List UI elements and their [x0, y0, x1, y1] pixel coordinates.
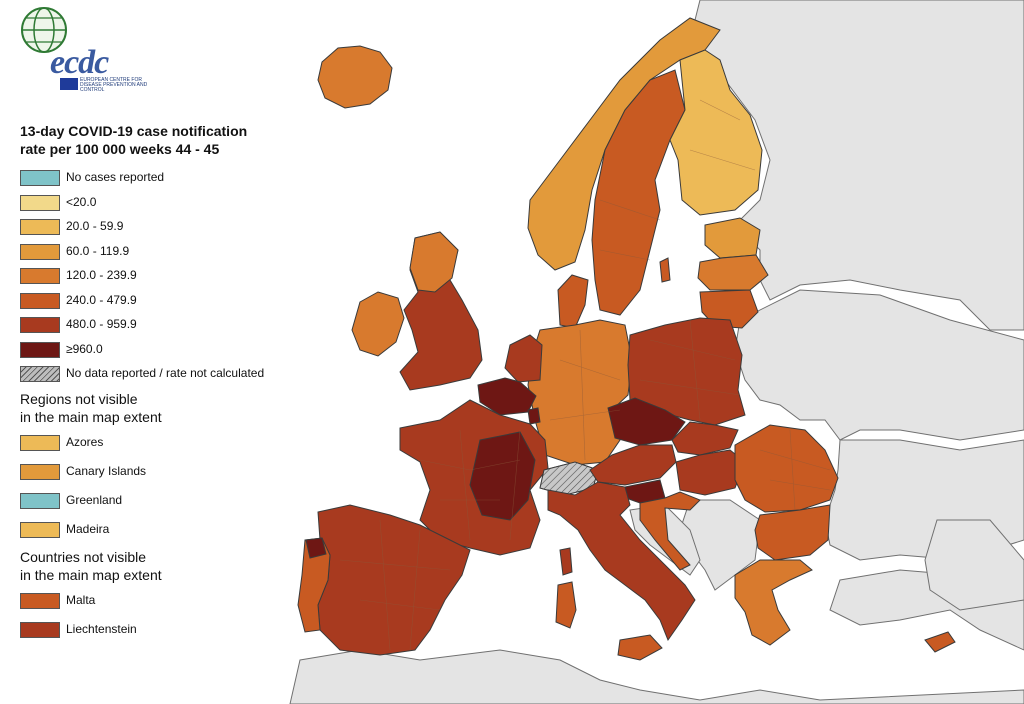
country-iceland[interactable] [317, 45, 393, 109]
italy-sicily [617, 634, 663, 661]
legend-label: Madeira [66, 521, 110, 536]
legend-swatch [20, 194, 60, 211]
classes-legend-item: No data reported / rate not calculated [20, 363, 320, 388]
country-cyprus[interactable] [924, 631, 956, 653]
legend-label: 20.0 - 59.9 [66, 219, 124, 233]
legend-label: 240.0 - 479.9 [66, 292, 137, 307]
country-greece[interactable] [734, 559, 813, 646]
country-ireland[interactable] [351, 291, 405, 357]
legend-swatch [20, 521, 60, 538]
country-uk-scotland[interactable] [409, 231, 459, 293]
eu-countries [297, 17, 956, 661]
legend-label: <20.0 [66, 194, 97, 209]
country-denmark[interactable] [557, 274, 589, 329]
country-luxembourg[interactable] [527, 407, 541, 425]
legend-label: ≥960.0 [66, 341, 103, 356]
legend-label: Liechtenstein [66, 621, 137, 636]
globe-icon [21, 7, 67, 53]
legend-label: Canary Islands [66, 463, 147, 478]
regions-heading: Regions not visible in the main map exte… [20, 390, 162, 425]
regions-legend-item: Azores [20, 432, 320, 461]
country-sweden[interactable] [591, 69, 686, 316]
country-italy[interactable] [547, 481, 696, 642]
legend-label: Malta [66, 592, 96, 607]
legend-swatch [20, 219, 60, 235]
legend-regions: Azores Canary Islands Greenland Madeira [20, 432, 320, 548]
country-croatia[interactable] [639, 491, 701, 571]
legend-swatch [20, 341, 60, 358]
country-finland[interactable] [669, 49, 763, 216]
legend-swatch [20, 317, 60, 333]
regions-legend-item: Madeira [20, 519, 320, 548]
country-latvia[interactable] [697, 254, 769, 291]
legend-swatch [20, 492, 60, 509]
legend-countries: Malta Liechtenstein [20, 590, 320, 648]
legend-label: Greenland [66, 492, 123, 507]
classes-legend-item: 120.0 - 239.9 [20, 265, 320, 290]
legend-label: 60.0 - 119.9 [66, 243, 130, 258]
legend-swatch [20, 268, 60, 284]
countries-legend-item: Liechtenstein [20, 619, 320, 648]
map-legend: 13-day COVID-19 case notification rate p… [20, 122, 320, 648]
legend-swatch [20, 621, 60, 638]
legend-label: No data reported / rate not calculated [66, 366, 265, 380]
logo-subtitle: EUROPEAN CENTRE FOR DISEASE PREVENTION A… [80, 77, 148, 93]
classes-legend-item: ≥960.0 [20, 339, 320, 364]
legend-label: 120.0 - 239.9 [66, 268, 137, 282]
country-netherlands[interactable] [504, 334, 543, 383]
legend-swatch [20, 292, 60, 309]
legend-swatch [20, 366, 60, 382]
france-corsica [559, 547, 573, 576]
legend-swatch [20, 463, 60, 480]
classes-legend-item: 20.0 - 59.9 [20, 216, 320, 241]
portugal-north-region [305, 537, 327, 559]
regions-legend-item: Canary Islands [20, 461, 320, 490]
ecdc-logo: ecdc EUROPEAN CENTRE FOR DISEASE PREVENT… [16, 4, 147, 96]
sweden-gotland [659, 257, 671, 283]
country-belgium[interactable] [477, 377, 537, 416]
legend-label: 480.0 - 959.9 [66, 317, 137, 331]
country-portugal[interactable] [297, 537, 331, 633]
legend-swatch [20, 434, 60, 451]
classes-legend-item: 480.0 - 959.9 [20, 314, 320, 339]
italy-sardinia [555, 581, 577, 629]
eu-flag-icon [60, 78, 78, 90]
classes-legend-item: 60.0 - 119.9 [20, 241, 320, 266]
legend-swatch [20, 592, 60, 609]
france-hotspot-region [469, 431, 536, 521]
countries-heading: Countries not visible in the main map ex… [20, 548, 162, 583]
logo-wordmark: ecdc [50, 44, 109, 81]
legend-label: No cases reported [66, 170, 165, 184]
regions-legend-item: Greenland [20, 490, 320, 519]
country-czechia[interactable] [607, 397, 686, 446]
legend-swatch [20, 170, 60, 186]
legend-swatch [20, 243, 60, 260]
country-romania[interactable] [734, 424, 839, 513]
legend-title: 13-day COVID-19 case notification rate p… [20, 123, 248, 157]
classes-legend-item: No cases reported [20, 167, 320, 192]
country-slovakia[interactable] [671, 421, 739, 456]
legend-label: Azores [66, 434, 104, 449]
countries-legend-item: Malta [20, 590, 320, 619]
classes-legend-item: 240.0 - 479.9 [20, 290, 320, 315]
legend-classes: No cases reported <20.0 20.0 - 59.9 60.0 - … [20, 167, 320, 388]
region-boundaries [339, 99, 831, 651]
country-bulgaria[interactable] [754, 504, 831, 561]
classes-legend-item: <20.0 [20, 192, 320, 217]
